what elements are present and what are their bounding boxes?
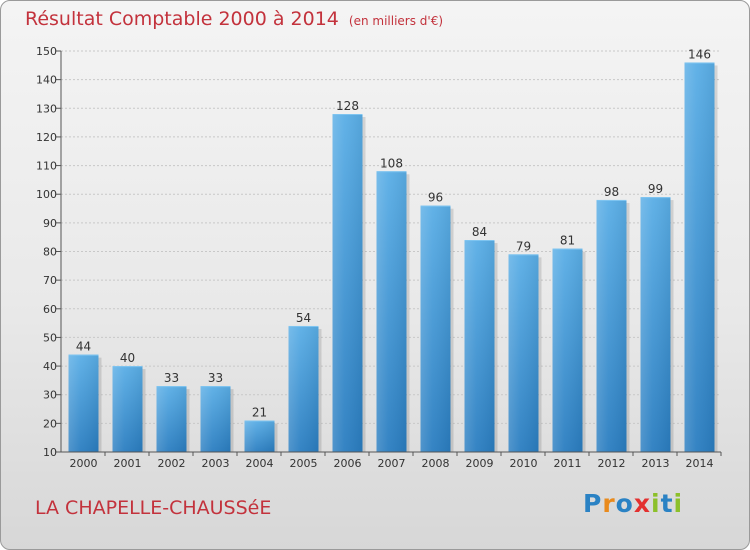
y-tick-label: 80 [43,246,57,259]
x-tick-label: 2011 [554,457,582,470]
bar-highlight [244,420,275,452]
logo-letter: x [633,489,651,518]
commune-name: LA CHAPELLE-CHAUSSéE [35,497,272,519]
data-label: 98 [604,185,619,199]
bar-highlight [332,114,363,452]
bar-highlight [552,248,583,452]
x-tick-label: 2013 [642,457,670,470]
bar-highlight [156,386,187,452]
data-label: 81 [560,234,575,248]
data-label: 79 [516,239,531,253]
bar-highlight [376,171,407,453]
logo-letter: t [660,489,674,518]
bar-highlight [112,366,143,452]
chart-title-text: Résultat Comptable 2000 à 2014 [25,8,339,30]
x-tick-label: 2002 [158,457,186,470]
y-tick-label: 120 [36,131,57,144]
bar-highlight [684,62,715,452]
axes: 10 20 30 40 50 60 70 80 90 100 110 120 130 140 150 2000… [36,45,722,470]
proxiti-logo: Proxiti [583,489,683,518]
x-tick-label: 2009 [466,457,494,470]
x-tick-label: 2000 [70,457,98,470]
x-tick-label: 2004 [246,457,274,470]
y-tick-label: 130 [36,102,57,115]
x-tick-label: 2007 [378,457,406,470]
bars: 44 40 33 33 21 54 128 108 96 84 79 81 98 99 146 [68,47,718,453]
x-tick-label: 2003 [202,457,230,470]
logo-letter: r [602,489,616,518]
x-tick-label: 2010 [510,457,538,470]
bar-highlight [464,240,495,452]
x-tick-label: 2001 [114,457,142,470]
logo-letter: o [615,489,634,518]
logo-letter: i [673,489,684,518]
logo-letter: P [583,489,603,518]
y-tick-label: 150 [36,45,57,58]
bar-highlight [508,254,539,452]
data-label: 33 [164,371,179,385]
x-tick-label: 2012 [598,457,626,470]
y-tick-label: 30 [43,389,57,402]
data-label: 54 [296,311,311,325]
chart-title: Résultat Comptable 2000 à 2014 (en millie… [25,8,443,30]
bar-highlight [640,197,671,452]
data-label: 146 [688,47,711,61]
y-tick-label: 70 [43,274,57,287]
x-tick-label: 2014 [686,457,714,470]
y-tick-label: 20 [43,417,57,430]
bar-highlight [288,325,319,452]
data-label: 44 [76,340,91,354]
x-tick-label: 2006 [334,457,362,470]
bar-highlight [596,199,627,452]
y-tick-label: 40 [43,360,57,373]
bar-highlight [420,205,451,452]
logo-letter: i [651,489,661,518]
y-tick-label: 100 [36,188,57,201]
y-tick-label: 90 [43,217,57,230]
x-tick-label: 2005 [290,457,318,470]
y-tick-label: 140 [36,74,57,87]
data-label: 99 [648,182,663,196]
data-label: 21 [252,405,267,419]
y-tick-label: 50 [43,331,57,344]
data-label: 84 [472,225,487,239]
bar-highlight [68,354,99,452]
data-label: 40 [120,351,135,365]
y-tick-label: 60 [43,303,57,316]
bar-highlight [200,386,231,452]
x-tick-label: 2008 [422,457,450,470]
chart-unit: (en milliers d'€) [348,14,444,28]
y-tick-label: 110 [36,160,57,173]
data-label: 33 [208,371,223,385]
y-tick-label: 10 [43,446,57,459]
data-label: 96 [428,191,443,205]
data-label: 128 [336,99,359,113]
data-label: 108 [380,156,403,170]
